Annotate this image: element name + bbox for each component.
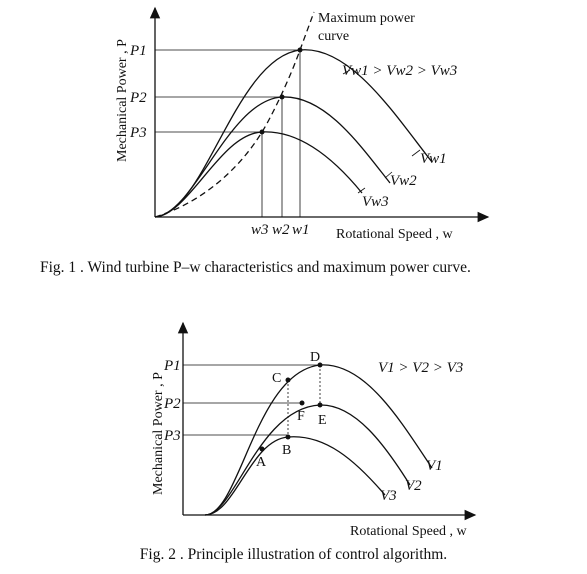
power-label: P3 <box>163 428 181 444</box>
annotation: Maximum power <box>318 11 415 26</box>
fig1-points <box>259 47 303 135</box>
dotted-guides <box>287 365 321 437</box>
power-label: P1 <box>163 358 181 374</box>
curve-label: Vw2 <box>390 173 417 189</box>
curve-label: Vw1 <box>420 151 447 167</box>
y-axis-label: Mechanical Power , P <box>151 372 166 495</box>
caption: Fig. 1 . Wind turbine P–w characteristic… <box>40 259 471 276</box>
speed-label: w3 <box>251 222 269 238</box>
power-label: P3 <box>129 125 147 141</box>
relation: V1 > V2 > V3 <box>378 360 463 376</box>
guides <box>183 364 320 436</box>
curve-v2 <box>204 404 411 516</box>
caption: Fig. 2 . Principle illustration of contr… <box>139 546 448 563</box>
power-label: P1 <box>129 43 147 59</box>
power-label: P2 <box>163 396 181 412</box>
figure-1 <box>149 6 490 223</box>
point-label: D <box>310 350 320 365</box>
y-axis-label: Mechanical Power , P <box>115 39 130 162</box>
figure-2 <box>177 321 477 521</box>
point-label: B <box>282 443 291 458</box>
curve-v3 <box>204 436 386 516</box>
point-label: E <box>318 413 327 428</box>
max-power-curve <box>154 11 315 218</box>
point-label: A <box>256 455 267 470</box>
speed-label: w2 <box>272 222 290 238</box>
curve-vw2 <box>154 96 391 218</box>
annotation: curve <box>318 29 349 44</box>
point-label: C <box>272 371 281 386</box>
guides <box>155 49 301 217</box>
relation: Vw1 > Vw2 > Vw3 <box>342 63 457 79</box>
curve-label: V2 <box>405 478 422 494</box>
curve-label: V1 <box>426 458 443 474</box>
x-axis-label: Rotational Speed , w <box>350 524 468 539</box>
fig2-points <box>259 362 323 452</box>
speed-label: w1 <box>292 222 310 238</box>
curve-label: V3 <box>380 488 397 504</box>
curve-label: Vw3 <box>362 194 389 210</box>
x-axis-label: Rotational Speed , w <box>336 227 454 242</box>
power-label: P2 <box>129 90 147 106</box>
curve-v1 <box>204 364 433 516</box>
point-label: F <box>297 409 305 424</box>
